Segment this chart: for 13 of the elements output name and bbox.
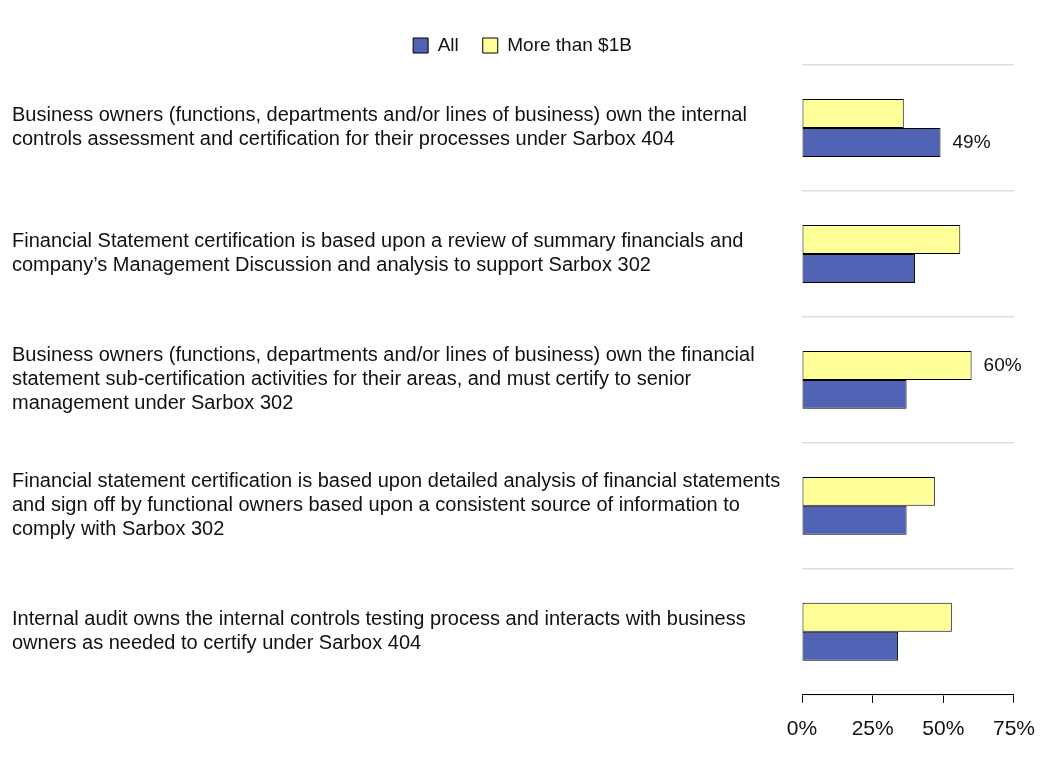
x-tick-label: 0% [786, 716, 818, 740]
x-tick-label: 75% [992, 716, 1035, 740]
y-tick-label: Internal audit owns the internal controls testing process and interacts with business owners as needed to certify under Sarbox 404 [12, 607, 746, 654]
y-tick-label: Business owners (functions, departments and/or lines of business) own the internal controls assessment and certification for their processes under Sarbox 404 [12, 103, 747, 150]
y-tick-label: Financial statement certification is based upon detailed analysis of financial statements and sign off by functional owners based upon a consistent source of information to comply with Sarbox 302 [12, 469, 781, 540]
y-tick-label: Business owners (functions, departments and/or lines of business) own the financial statement sub-certification activities for their areas, and must certify to senior management under Sarbox 302 [12, 343, 755, 414]
x-tick-label: 50% [922, 716, 965, 740]
data-label: 60% [983, 353, 1022, 375]
y-tick-label: Financial Statement certification is based upon a review of summary financials and company’s Management Discussion and analysis to support Sarbox 302 [12, 229, 744, 276]
x-tick-label: 25% [851, 716, 894, 740]
legend-label: More than $1B [507, 33, 632, 55]
legend-label: All [437, 33, 459, 55]
data-label: 49% [952, 130, 991, 152]
